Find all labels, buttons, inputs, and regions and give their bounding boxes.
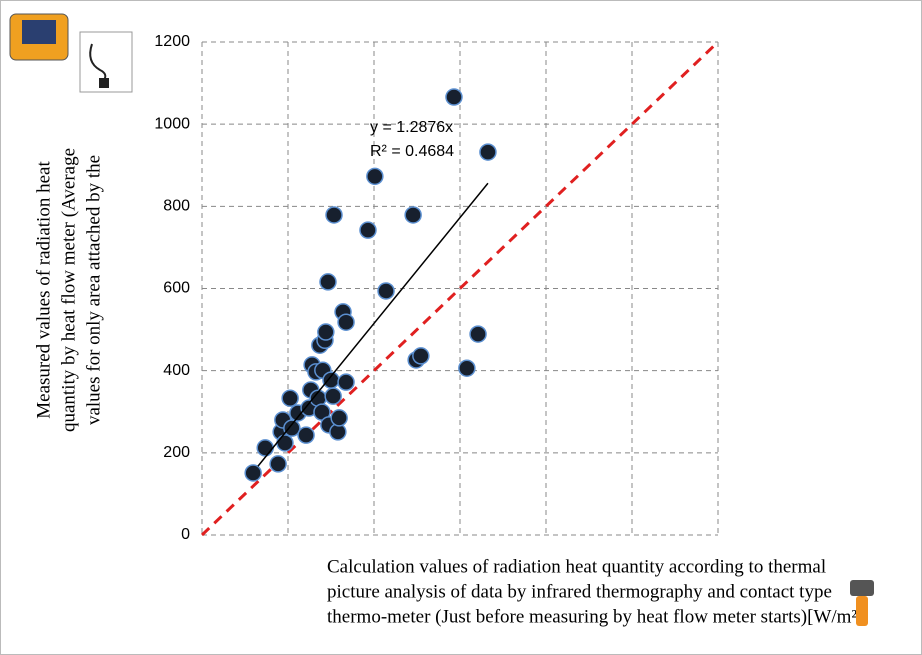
y-axis-label: values for only area attached by the (83, 155, 104, 425)
point (412, 347, 430, 365)
y-tick-label: 400 (163, 362, 190, 379)
x-axis-label: Calculation values of radiation heat qua… (327, 556, 826, 577)
y-tick-label: 200 (163, 444, 190, 461)
y-axis-label: quantity by heat flow meter (Average (58, 148, 79, 432)
icon-cable (89, 43, 107, 81)
sensor-icon (79, 31, 133, 93)
point (445, 88, 463, 106)
point (479, 143, 497, 161)
camera-icon (850, 580, 874, 626)
y-tick-label: 600 (163, 280, 190, 297)
point (337, 373, 355, 391)
point (281, 389, 299, 407)
equation: y = 1.2876x (370, 119, 453, 136)
point (297, 426, 315, 444)
point (283, 419, 301, 437)
point (276, 434, 294, 452)
point (404, 206, 422, 224)
point (325, 206, 343, 224)
point (269, 455, 287, 473)
point (377, 282, 395, 300)
y-axis-label: Measured values of radiation heat (33, 161, 54, 419)
point (244, 464, 262, 482)
point (256, 439, 274, 457)
meter-icon (9, 13, 69, 61)
point (319, 273, 337, 291)
icon-head (850, 580, 874, 596)
point (469, 325, 487, 343)
x-axis-label: picture analysis of data by infrared the… (327, 581, 832, 602)
icon-grip (856, 596, 868, 626)
x-axis-label: thermo-meter (Just before measuring by h… (327, 606, 863, 627)
point (324, 387, 342, 405)
point (458, 359, 476, 377)
r-squared: R² = 0.4684 (370, 143, 454, 160)
y-tick-label: 800 (163, 198, 190, 215)
icon-screen (22, 20, 56, 44)
y-tick-label: 0 (181, 526, 190, 543)
point (322, 371, 340, 389)
point (359, 221, 377, 239)
point (330, 409, 348, 427)
point (317, 323, 335, 341)
y-tick-label: 1000 (154, 115, 190, 132)
point (366, 167, 384, 186)
y-tick-label: 1200 (154, 33, 190, 50)
icon-probe (99, 78, 109, 88)
point (337, 313, 355, 331)
trendline (257, 182, 489, 467)
